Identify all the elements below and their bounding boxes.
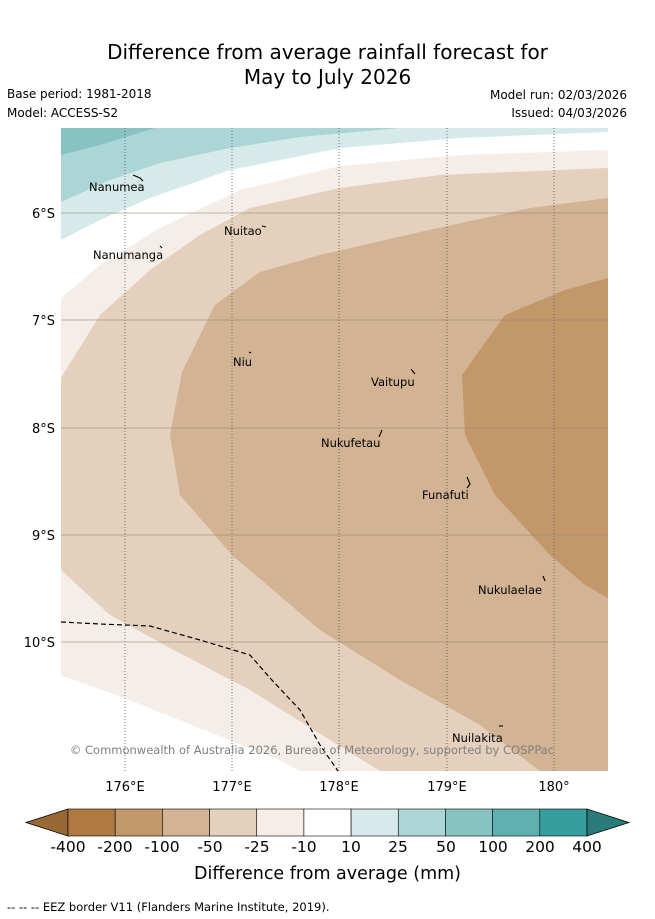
island-shapes bbox=[132, 174, 546, 727]
nanumea-shape bbox=[132, 174, 144, 182]
model-run: Model run: 02/03/2026 bbox=[489, 88, 627, 102]
band-near-average-bottom bbox=[61, 675, 300, 771]
colorbar-swatch bbox=[209, 808, 258, 837]
colorbar-tick: 400 bbox=[572, 838, 602, 856]
lon-label-179e: 179°E bbox=[427, 780, 467, 795]
map-title: Difference from average rainfall forecas… bbox=[0, 40, 655, 90]
colorbar-tick: -100 bbox=[144, 838, 180, 856]
contour-layers bbox=[61, 128, 608, 771]
issued-date: Issued: 04/03/2026 bbox=[511, 106, 627, 120]
colorbar-swatch bbox=[114, 808, 163, 837]
colorbar-swatch bbox=[397, 808, 446, 837]
island-label-nukulaelae: Nukulaelae bbox=[478, 583, 542, 597]
nukufetau-shape bbox=[378, 429, 383, 438]
lon-label-177e: 177°E bbox=[212, 780, 252, 795]
base-period: Base period: 1981-2018 bbox=[7, 87, 152, 101]
island-label-nuilakita: Nuilakita bbox=[452, 731, 503, 745]
funafuti-shape bbox=[466, 476, 471, 489]
band-minus-10-bottom bbox=[61, 570, 380, 771]
copyright-notice: © Commonwealth of Australia 2026, Bureau… bbox=[70, 743, 554, 757]
island-label-niu: Niu bbox=[233, 355, 252, 369]
island-label-nuitao: Nuitao bbox=[224, 224, 262, 238]
colorbar-tick: 50 bbox=[436, 838, 456, 856]
band-plus-50-to-100 bbox=[61, 128, 155, 155]
band-minus-100-to-200 bbox=[462, 278, 608, 598]
colorbar-swatch bbox=[539, 808, 588, 837]
colorbar-swatch bbox=[256, 808, 305, 837]
colorbar-tick: 100 bbox=[478, 838, 508, 856]
title-line-2: May to July 2026 bbox=[243, 65, 412, 89]
niu-shape bbox=[248, 351, 252, 354]
colorbar-swatch bbox=[492, 808, 541, 837]
vaitupu-shape bbox=[410, 368, 416, 375]
lat-label-10s: 10°S bbox=[24, 636, 55, 651]
lon-label-178e: 178°E bbox=[319, 780, 359, 795]
lat-label-7s: 7°S bbox=[32, 314, 55, 329]
latitude-gridlines bbox=[61, 212, 608, 643]
colorbar-over-arrow bbox=[586, 808, 631, 837]
colorbar-tick: -400 bbox=[50, 838, 86, 856]
colorbar-tick: -200 bbox=[97, 838, 133, 856]
colorbar bbox=[24, 808, 631, 837]
colorbar-tick: -10 bbox=[291, 838, 317, 856]
colorbar-label: Difference from average (mm) bbox=[193, 864, 462, 884]
title-line-1: Difference from average rainfall forecas… bbox=[107, 40, 548, 64]
colorbar-tick: 200 bbox=[525, 838, 555, 856]
lat-label-9s: 9°S bbox=[32, 529, 55, 544]
colorbar-tick: -50 bbox=[197, 838, 223, 856]
island-label-funafuti: Funafuti bbox=[422, 488, 469, 502]
island-label-nukufetau: Nukufetau bbox=[321, 436, 380, 450]
colorbar-tick: 10 bbox=[341, 838, 361, 856]
nuitao-shape bbox=[261, 225, 267, 228]
eez-border bbox=[60, 621, 339, 772]
colorbar-swatch bbox=[162, 808, 210, 837]
colorbar-swatch bbox=[303, 808, 352, 837]
colorbar-swatch bbox=[67, 808, 116, 837]
nukulaelae-shape bbox=[542, 575, 546, 582]
island-label-vaitupu: Vaitupu bbox=[371, 375, 415, 389]
band-plus-25-to-50 bbox=[61, 128, 400, 202]
longitude-gridlines bbox=[124, 128, 555, 771]
colorbar-under-arrow bbox=[24, 808, 69, 837]
colorbar-swatch bbox=[445, 808, 493, 837]
colorbar-tick: -25 bbox=[244, 838, 270, 856]
island-label-nanumanga: Nanumanga bbox=[93, 248, 163, 262]
lat-label-6s: 6°S bbox=[32, 207, 55, 222]
nanumanga-shape bbox=[159, 245, 163, 249]
band-plus-10-to-25 bbox=[61, 128, 608, 240]
colorbar-tick: 25 bbox=[388, 838, 408, 856]
lat-label-8s: 8°S bbox=[32, 422, 55, 437]
lon-label-180: 180° bbox=[538, 780, 569, 795]
lon-label-176e: 176°E bbox=[105, 780, 145, 795]
eez-border-note: -- -- -- EEZ border V11 (Flanders Marine… bbox=[7, 900, 330, 914]
model-name: Model: ACCESS-S2 bbox=[7, 106, 119, 120]
island-label-nanumea: Nanumea bbox=[89, 180, 145, 194]
colorbar-swatch bbox=[350, 808, 399, 837]
